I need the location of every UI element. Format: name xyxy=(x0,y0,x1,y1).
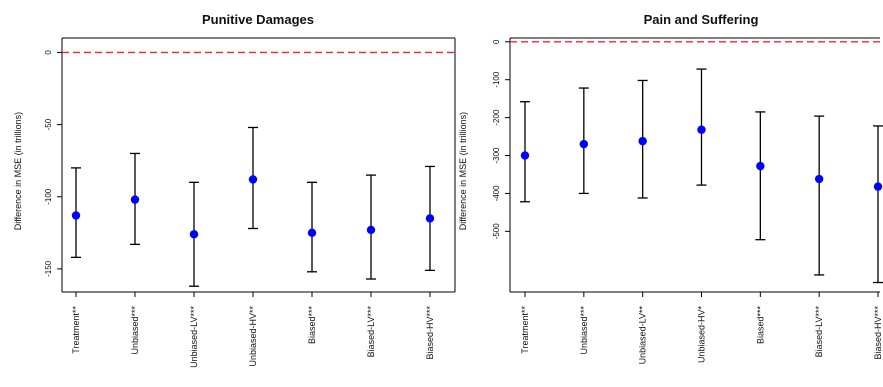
data-point xyxy=(756,161,765,171)
y-tick-label: -400 xyxy=(492,185,501,202)
x-tick-label: Biased-HV*** xyxy=(873,306,883,360)
x-tick-label: Unbiased*** xyxy=(579,306,589,355)
y-tick-label: -100 xyxy=(44,188,53,205)
x-tick-label: Biased*** xyxy=(755,306,765,345)
errorbar xyxy=(814,115,825,276)
y-tick-label: -500 xyxy=(492,223,501,240)
chart-punitive-damages: Punitive Damages Difference in MSE (in t… xyxy=(13,12,456,368)
chart-pain-and-suffering: Pain and Suffering Difference in MSE (in… xyxy=(458,12,883,364)
x-tick-label: Biased-LV*** xyxy=(366,306,376,358)
chart-title: Punitive Damages xyxy=(202,12,314,27)
chart-title: Pain and Suffering xyxy=(644,12,759,27)
data-point xyxy=(189,230,199,239)
y-tick-label: -150 xyxy=(44,260,53,277)
x-tick-label: Unbiased-LV** xyxy=(638,306,648,365)
data-point xyxy=(425,214,435,223)
data-point xyxy=(248,175,258,184)
y-tick-label: 0 xyxy=(44,50,53,55)
data-point xyxy=(520,151,530,160)
x-tick-label: Unbiased-LV*** xyxy=(189,306,199,368)
data-point xyxy=(814,174,824,184)
data-point xyxy=(697,125,706,134)
data-point xyxy=(579,139,589,149)
x-tick-label: Treatment** xyxy=(520,306,530,354)
errorbar xyxy=(873,125,883,284)
data-point xyxy=(366,225,376,235)
errorbar xyxy=(307,181,317,273)
data-point xyxy=(307,228,317,238)
data-point xyxy=(873,182,883,191)
x-tick-label: Biased-LV*** xyxy=(814,306,824,358)
data-point xyxy=(638,136,647,146)
x-tick-label: Biased*** xyxy=(307,306,317,345)
errorbar xyxy=(755,111,766,241)
y-tick-label: 0 xyxy=(492,39,501,44)
x-tick-label: Biased-HV*** xyxy=(425,306,435,360)
y-tick-label: -300 xyxy=(492,147,501,164)
x-tick-label: Unbiased*** xyxy=(130,306,140,355)
x-tick-label: Unbiased-HV** xyxy=(248,306,258,367)
y-tick-label: -100 xyxy=(492,71,501,88)
y-tick-label: -200 xyxy=(492,109,501,126)
y-axis-label: Difference in MSE (in trillions) xyxy=(13,112,23,230)
x-tick-label: Treatment** xyxy=(71,306,81,354)
data-point xyxy=(130,195,140,204)
x-tick-label: Unbiased-HV* xyxy=(697,306,707,364)
y-tick-label: -50 xyxy=(44,118,53,130)
y-axis-label: Difference in MSE (in trillions) xyxy=(458,112,468,230)
data-point xyxy=(71,211,81,220)
